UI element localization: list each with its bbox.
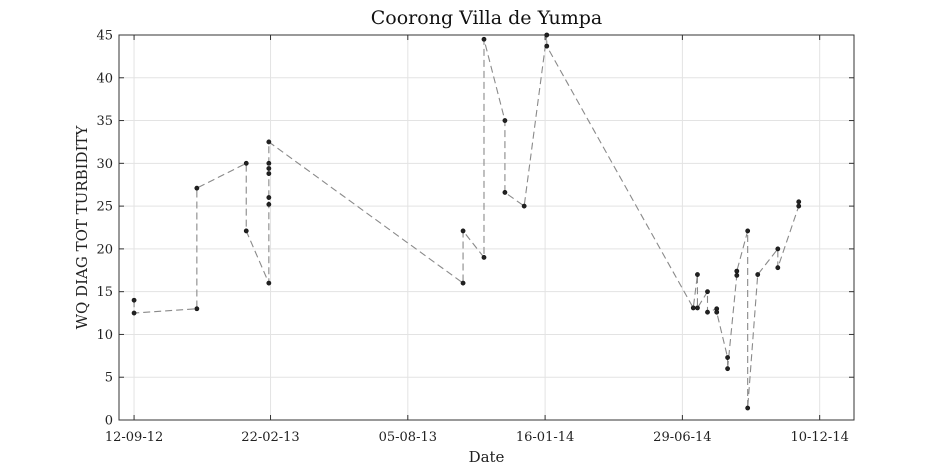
data-point (714, 309, 720, 315)
data-point (460, 280, 466, 286)
x-tick-label: 29-06-14 (653, 430, 711, 445)
y-tick-label: 5 (105, 371, 113, 386)
data-point (775, 246, 781, 252)
data-point (194, 185, 200, 191)
data-point (266, 201, 272, 207)
data-point (481, 36, 487, 42)
x-tick-label: 12-09-12 (105, 430, 163, 445)
data-point (705, 289, 710, 295)
x-tick-label: 05-08-13 (379, 430, 437, 445)
data-point (266, 280, 272, 286)
data-point (131, 297, 137, 303)
y-tick-label: 10 (96, 328, 113, 343)
data-point (796, 199, 802, 205)
grid-layer (119, 34, 854, 421)
data-point (695, 305, 700, 311)
plot-frame (118, 34, 855, 421)
data-point (755, 272, 761, 277)
data-point (266, 166, 272, 171)
data-point (734, 268, 740, 274)
data-point (705, 309, 710, 315)
series-line (133, 34, 800, 409)
data-point (266, 139, 272, 145)
data-point (521, 203, 527, 209)
data-point (734, 273, 740, 278)
data-point (266, 160, 272, 166)
x-tick-label: 16-01-14 (516, 430, 574, 445)
data-point (243, 228, 249, 234)
y-tick-label: 40 (96, 71, 113, 86)
data-point (745, 405, 751, 411)
y-tick-label: 20 (96, 242, 113, 257)
data-point (544, 32, 550, 38)
data-point (481, 255, 487, 260)
y-tick-label: 30 (96, 157, 113, 172)
data-point (544, 43, 550, 49)
data-point (502, 118, 508, 123)
y-axis-label: WQ DIAG TOT TURBIDITY (73, 124, 91, 329)
data-point (745, 228, 751, 234)
tick-layer: 0 5 10 15 20 25 30 35 40 45 12-09-12 22-02-13 05-08-… (96, 29, 854, 445)
data-point (502, 190, 508, 195)
data-point (266, 195, 272, 200)
x-axis-label: Date (469, 448, 505, 466)
data-point (690, 305, 696, 311)
y-tick-label: 35 (96, 114, 113, 129)
y-tick-label: 0 (105, 414, 113, 429)
data-point (695, 272, 700, 277)
y-tick-label: 15 (96, 285, 113, 300)
chart-title: Coorong Villa de Yumpa (371, 7, 602, 29)
series-layer (131, 32, 802, 411)
y-tick-label: 45 (96, 29, 113, 44)
data-point (194, 306, 200, 312)
data-point (725, 366, 730, 372)
data-point (775, 265, 781, 271)
x-tick-label: 10-12-14 (790, 430, 848, 445)
x-tick-label: 22-02-13 (241, 430, 299, 445)
data-point (796, 203, 802, 209)
data-point (131, 310, 137, 316)
y-tick-label: 25 (96, 200, 113, 215)
data-point (725, 355, 730, 360)
data-point (460, 228, 466, 234)
data-point (243, 160, 249, 166)
data-point (266, 171, 272, 176)
